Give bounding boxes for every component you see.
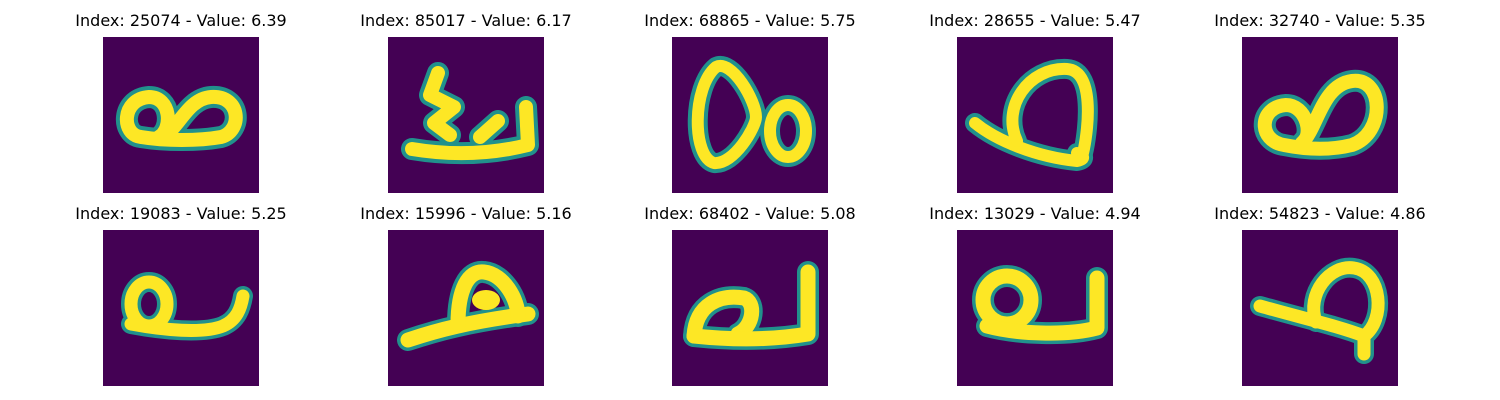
panel-title: Index: 85017 - Value: 6.17 bbox=[360, 11, 572, 30]
panel-title: Index: 19083 - Value: 5.25 bbox=[75, 204, 287, 223]
panel-4: Index: 28655 - Value: 5.47 bbox=[929, 10, 1141, 194]
panel-title: Index: 68865 - Value: 5.75 bbox=[644, 11, 856, 30]
handwritten-glyph-image bbox=[103, 230, 259, 386]
panel-title: Index: 54823 - Value: 4.86 bbox=[1214, 204, 1426, 223]
handwritten-glyph-image bbox=[1242, 37, 1398, 193]
panel-2: Index: 85017 - Value: 6.17 bbox=[360, 10, 572, 194]
panel-5: Index: 32740 - Value: 5.35 bbox=[1214, 10, 1426, 194]
handwritten-glyph-image bbox=[957, 230, 1113, 386]
panel-9: Index: 13029 - Value: 4.94 bbox=[929, 203, 1141, 387]
handwritten-glyph-image bbox=[957, 37, 1113, 193]
panel-8: Index: 68402 - Value: 5.08 bbox=[644, 203, 856, 387]
panel-1: Index: 25074 - Value: 6.39 bbox=[75, 10, 287, 194]
panel-7: Index: 15996 - Value: 5.16 bbox=[360, 203, 572, 387]
panel-title: Index: 15996 - Value: 5.16 bbox=[360, 204, 572, 223]
panel-title: Index: 25074 - Value: 6.39 bbox=[75, 11, 287, 30]
handwritten-glyph-image bbox=[672, 37, 828, 193]
panel-6: Index: 19083 - Value: 5.25 bbox=[75, 203, 287, 387]
panel-title: Index: 32740 - Value: 5.35 bbox=[1214, 11, 1426, 30]
panel-3: Index: 68865 - Value: 5.75 bbox=[644, 10, 856, 194]
panel-title: Index: 68402 - Value: 5.08 bbox=[644, 204, 856, 223]
panel-title: Index: 13029 - Value: 4.94 bbox=[929, 204, 1141, 223]
handwritten-glyph-image bbox=[388, 230, 544, 386]
handwritten-glyph-image bbox=[388, 37, 544, 193]
handwritten-glyph-image bbox=[672, 230, 828, 386]
handwritten-glyph-image bbox=[103, 37, 259, 193]
panel-10: Index: 54823 - Value: 4.86 bbox=[1214, 203, 1426, 387]
panel-title: Index: 28655 - Value: 5.47 bbox=[929, 11, 1141, 30]
handwritten-glyph-image bbox=[1242, 230, 1398, 386]
